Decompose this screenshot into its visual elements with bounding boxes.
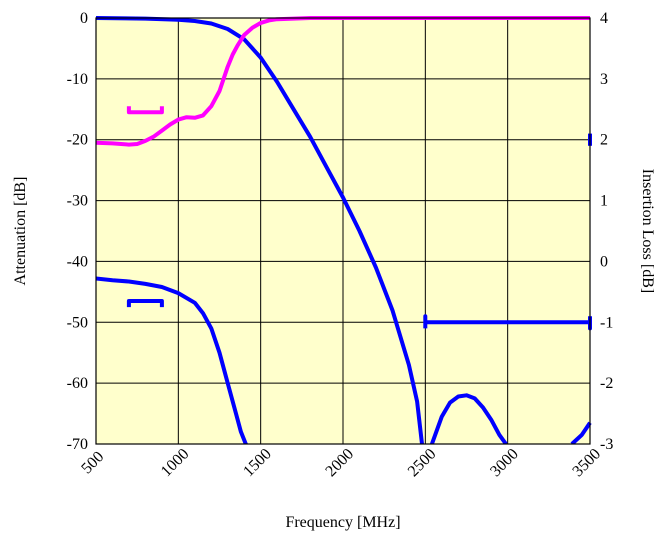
y-tick-labels: 0 -10 -20 -30 -40 -50 -60 -70 — [67, 10, 88, 453]
series-line-2 — [430, 393, 508, 444]
y2-tick-label: -1 — [600, 314, 613, 331]
y2-tick-label: 0 — [600, 253, 608, 270]
y2-tick-labels: 4 3 2 1 0 -1 -2 -3 — [600, 10, 613, 453]
y2-tick-label: -3 — [600, 436, 613, 453]
y2-tick-label: 3 — [600, 71, 608, 88]
x-tick-label: 1000 — [158, 445, 193, 480]
y-axis-title: Attenuation [dB] — [12, 177, 29, 286]
series-line-7 — [126, 299, 164, 308]
y2-tick-label: -2 — [600, 375, 613, 392]
series-line-6 — [96, 276, 249, 444]
x-axis-title: Frequency [MHz] — [285, 514, 400, 531]
y-tick-label: -40 — [67, 253, 88, 270]
y-tick-label: -60 — [67, 375, 88, 392]
y-tick-label: -50 — [67, 314, 88, 331]
y-tick-label: -70 — [67, 436, 88, 453]
plot-frame — [95, 17, 591, 445]
x-tick-label: 1500 — [240, 445, 275, 480]
x-tick-labels: 500 1000 1500 2000 2500 3000 3500 — [78, 445, 604, 480]
y2-axis-title: Insertion Loss [dB] — [639, 169, 654, 293]
y2-tick-label: 4 — [600, 10, 608, 27]
y2-tick-label: 1 — [600, 193, 608, 210]
series-line-1 — [96, 16, 424, 444]
x-tick-label: 2500 — [405, 445, 440, 480]
x-tick-label: 3500 — [569, 445, 604, 480]
y-tick-label: -10 — [67, 71, 88, 88]
y2-tick-label: 2 — [600, 132, 608, 149]
y-tick-label: -20 — [67, 132, 88, 149]
y-tick-label: -30 — [67, 193, 88, 210]
x-tick-label: 3000 — [487, 445, 522, 480]
x-tick-label: 2000 — [322, 445, 357, 480]
y-tick-label: 0 — [80, 10, 88, 27]
series-line-5 — [126, 106, 164, 115]
series-line-3 — [570, 421, 592, 444]
